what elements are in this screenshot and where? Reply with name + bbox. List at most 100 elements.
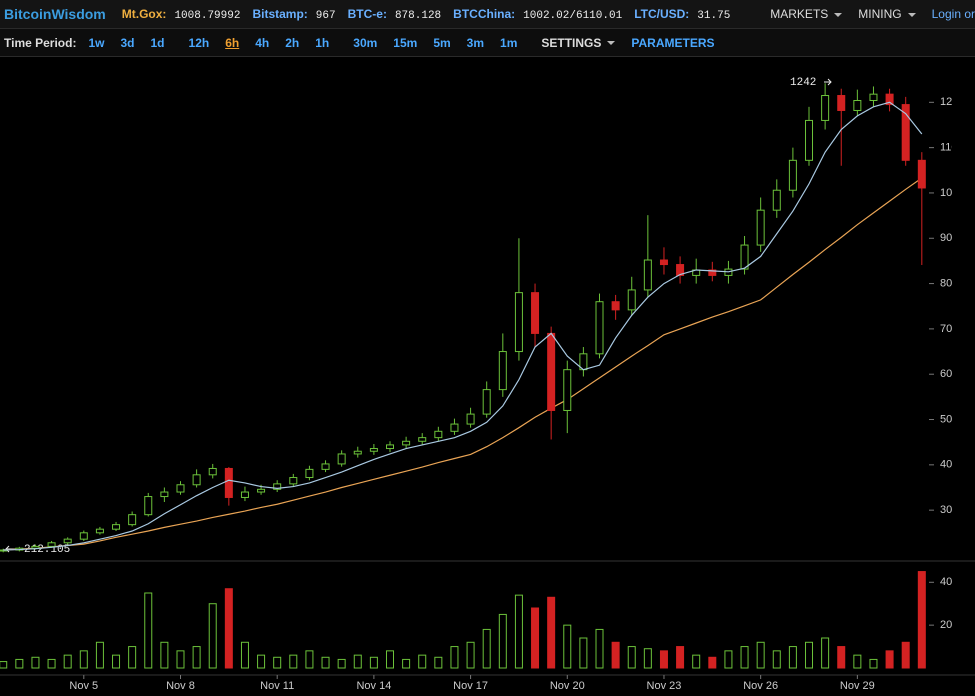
candle-body bbox=[289, 477, 298, 485]
volume-bar bbox=[386, 650, 394, 669]
period-button[interactable]: 1h bbox=[315, 35, 330, 50]
period-button[interactable]: 1m bbox=[500, 35, 518, 50]
candle-body bbox=[224, 467, 233, 498]
period-button[interactable]: 3m bbox=[466, 35, 485, 50]
ticker: LTC/USD: 31.75 bbox=[634, 7, 730, 22]
y-tick-label: 700 bbox=[940, 323, 958, 335]
volume-bar bbox=[579, 637, 588, 669]
candle-body bbox=[402, 440, 411, 446]
candle-body bbox=[160, 491, 169, 498]
candle-body bbox=[756, 209, 765, 246]
volume-bar bbox=[531, 607, 540, 669]
ticker-label: BTC-e: bbox=[347, 6, 387, 21]
period-button[interactable]: 30m bbox=[353, 35, 378, 50]
ticker-value: 967 bbox=[315, 9, 336, 22]
period-button[interactable]: 6h bbox=[225, 35, 240, 50]
volume-bar bbox=[595, 628, 604, 669]
volume-bar bbox=[708, 656, 717, 669]
volume-bar bbox=[756, 641, 765, 669]
candle-body bbox=[498, 351, 507, 391]
candle-body bbox=[853, 100, 862, 111]
candle-body bbox=[659, 259, 668, 266]
y-tick-label: 800 bbox=[940, 277, 958, 289]
period-button[interactable]: 12h bbox=[188, 35, 210, 50]
x-tick-label: Nov 29 bbox=[840, 680, 875, 692]
ticker-value: 1002.02/6110.01 bbox=[523, 9, 623, 22]
volume-bar bbox=[305, 650, 314, 669]
ticker: Mt.Gox: 1008.79992 bbox=[122, 7, 241, 22]
brand[interactable]: BitcoinWisdom bbox=[4, 6, 106, 22]
candle-body bbox=[418, 437, 427, 442]
volume-bar bbox=[369, 656, 378, 669]
volume-bar bbox=[901, 641, 910, 669]
volume-bar bbox=[805, 641, 814, 669]
ticker: Bitstamp: 967 bbox=[252, 7, 335, 22]
volume-bar bbox=[15, 658, 24, 669]
period-button[interactable]: 3d bbox=[120, 35, 135, 50]
candle-body bbox=[708, 269, 717, 276]
candle-body bbox=[112, 524, 121, 530]
period-button[interactable]: 4h bbox=[255, 35, 270, 50]
x-tick-label: Nov 11 bbox=[260, 680, 294, 692]
candle-body bbox=[434, 430, 443, 439]
candle-body bbox=[772, 189, 781, 211]
ticker: BTC-e: 878.128 bbox=[348, 7, 442, 22]
chart: 1242 212.105 300400500600700800900100011… bbox=[0, 77, 975, 692]
volume-bar bbox=[482, 628, 491, 669]
time-period-label: Time Period: bbox=[4, 35, 77, 50]
volume-bar bbox=[643, 648, 652, 669]
annotation-arrow bbox=[824, 78, 832, 86]
candle-body bbox=[466, 413, 475, 425]
login[interactable]: Login or bbox=[931, 7, 975, 21]
volume-bar bbox=[563, 624, 572, 669]
settings-menu[interactable]: SETTINGS bbox=[541, 36, 615, 50]
volume-bar bbox=[402, 658, 411, 669]
x-tick-label: Nov 23 bbox=[647, 680, 682, 692]
candle-body bbox=[547, 332, 556, 411]
candle-body bbox=[273, 483, 282, 490]
candle-body bbox=[337, 453, 346, 465]
volume-bar bbox=[257, 654, 266, 669]
volume-bar bbox=[63, 654, 72, 669]
period-button[interactable]: 5m bbox=[433, 35, 451, 50]
ticker-value: 878.128 bbox=[394, 9, 442, 22]
volume-tick-label: 20 bbox=[940, 619, 952, 631]
x-tick-label: Nov 5 bbox=[69, 680, 98, 692]
volume-bar bbox=[547, 596, 556, 669]
volume-bar bbox=[31, 656, 40, 669]
high-annotation: 1242 bbox=[790, 77, 816, 89]
slow-moving-average bbox=[3, 177, 923, 551]
period-button[interactable]: 1d bbox=[150, 35, 165, 50]
candle-body bbox=[885, 93, 894, 106]
nav-menu[interactable]: MARKETS bbox=[770, 7, 842, 21]
period-button[interactable]: 15m bbox=[393, 35, 418, 50]
toolbar: Time Period: 1w 3d 1d 12h 6h 4h 2h 1h 30m 15m 5m 3m… bbox=[0, 29, 975, 57]
volume-bar bbox=[885, 650, 894, 669]
volume-tick-label: 40 bbox=[940, 576, 952, 588]
y-tick-label: 1100 bbox=[940, 142, 964, 154]
candle-body bbox=[837, 95, 846, 111]
candle-body bbox=[805, 119, 814, 161]
period-button[interactable]: 2h bbox=[285, 35, 300, 50]
tickers: Mt.Gox: 1008.79992 Bitstamp: 967 BTC-e: 878.1… bbox=[122, 7, 743, 22]
volume-bar bbox=[0, 661, 8, 669]
volume-bar bbox=[611, 641, 620, 669]
candle-body bbox=[208, 467, 217, 476]
x-tick-label: Nov 14 bbox=[356, 680, 391, 692]
candle-body bbox=[176, 484, 185, 493]
period-button[interactable]: 1w bbox=[88, 35, 105, 50]
ticker-label: BTCChina: bbox=[453, 6, 516, 21]
volume-bar bbox=[724, 650, 733, 669]
volume-bar bbox=[176, 650, 185, 669]
volume-bar bbox=[853, 654, 862, 669]
parameters-link[interactable]: PARAMETERS bbox=[631, 35, 715, 50]
candle-body bbox=[901, 104, 910, 161]
ticker-label: LTC/USD: bbox=[634, 6, 690, 21]
candle-body bbox=[821, 95, 830, 121]
x-tick-label: Nov 17 bbox=[453, 680, 488, 692]
y-tick-label: 1000 bbox=[940, 187, 964, 199]
nav-menu[interactable]: MINING bbox=[858, 7, 915, 21]
volume-bar bbox=[240, 641, 249, 669]
candle-body bbox=[95, 528, 104, 534]
